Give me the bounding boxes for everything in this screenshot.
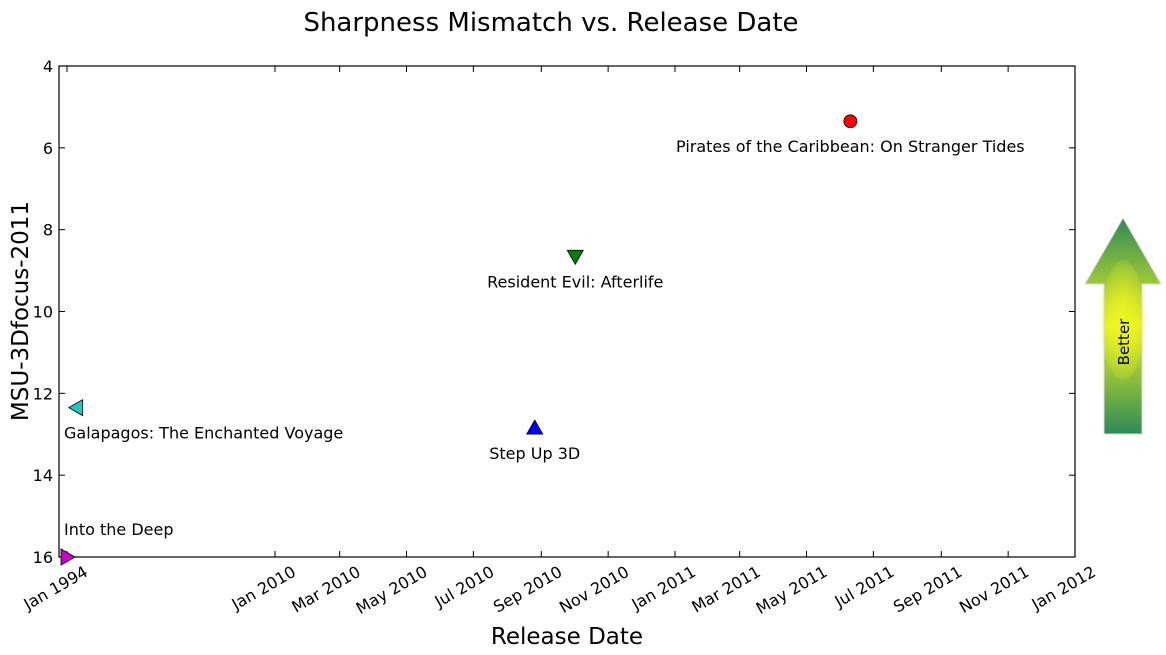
y-tick-label: 10 [33, 303, 53, 322]
y-axis-label: MSU-3Dfocus-2011 [8, 201, 34, 421]
better-arrow: Better [1084, 216, 1162, 435]
data-point-label: Into the Deep [64, 520, 174, 539]
data-point-label: Galapagos: The Enchanted Voyage [64, 424, 343, 443]
data-point-label: Step Up 3D [489, 444, 580, 463]
data-point-circle [843, 114, 858, 129]
x-tick-label: Mar 2011 [688, 562, 763, 616]
x-tick-label: May 2010 [353, 562, 431, 618]
x-tick-label: Sep 2010 [490, 562, 565, 616]
x-tick-label: Jan 2011 [628, 562, 699, 614]
y-tick-label: 6 [43, 139, 53, 158]
data-point-triangle-right [60, 548, 76, 566]
data-point-triangle-down [566, 249, 584, 266]
data-point-triangle-up [526, 419, 544, 435]
data-point-label: Pirates of the Caribbean: On Stranger Ti… [676, 137, 1025, 156]
x-axis-label: Release Date [491, 624, 643, 650]
x-tick-label: Jan 2010 [228, 562, 299, 614]
x-tick-label: Nov 2011 [956, 562, 1032, 617]
x-tick-label: Jan 2012 [1028, 562, 1099, 614]
x-tick-label: Jul 2011 [831, 562, 898, 612]
better-arrow-label: Better [1115, 318, 1133, 366]
y-tick-label: 4 [43, 57, 53, 76]
y-tick-label: 16 [33, 548, 53, 567]
x-tick-label: Jan 1994 [20, 562, 91, 614]
chart-title: Sharpness Mismatch vs. Release Date [303, 8, 798, 38]
x-tick-label: May 2011 [753, 562, 831, 618]
x-tick-label: Sep 2011 [890, 562, 965, 616]
y-tick-label: 12 [33, 384, 53, 403]
data-point-triangle-left [67, 398, 84, 417]
data-point-label: Resident Evil: Afterlife [487, 272, 663, 291]
x-tick-label: Nov 2010 [556, 562, 632, 617]
y-tick-label: 14 [33, 466, 53, 485]
y-tick-label: 8 [43, 221, 53, 240]
x-tick-label: Jul 2010 [431, 562, 498, 612]
x-tick-label: Mar 2010 [288, 562, 363, 616]
